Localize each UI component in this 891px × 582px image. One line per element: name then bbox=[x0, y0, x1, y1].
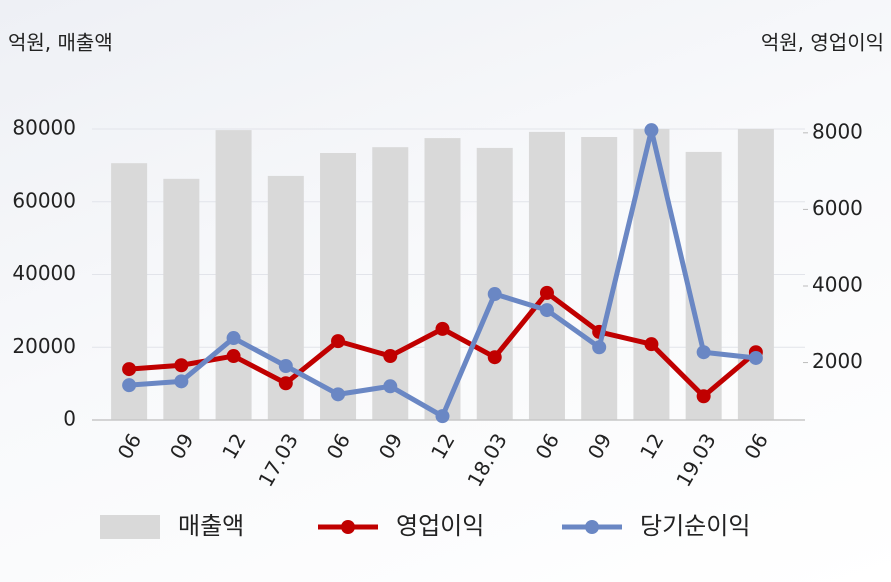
point bbox=[122, 362, 137, 377]
point bbox=[644, 337, 659, 352]
legend-swatch bbox=[100, 515, 160, 539]
y-tick-label: 0 bbox=[63, 407, 76, 431]
bar bbox=[320, 153, 357, 420]
point bbox=[696, 345, 711, 360]
y2-tick-label: 6000 bbox=[812, 196, 863, 220]
point bbox=[174, 374, 189, 389]
point bbox=[226, 331, 241, 346]
y2-tick-label: 4000 bbox=[812, 272, 863, 296]
x-tick-label: 09 bbox=[165, 429, 199, 463]
legend: 매출액 영업이익 당기순이익 bbox=[100, 512, 750, 540]
legend-label: 당기순이익 bbox=[640, 512, 750, 540]
x-tick-label: 12 bbox=[426, 429, 460, 463]
x-tick-label: 06 bbox=[739, 429, 773, 463]
point bbox=[383, 379, 398, 394]
y-axis-title: 억원, 매출액 bbox=[8, 31, 113, 55]
bar bbox=[581, 137, 618, 420]
legend-swatch bbox=[585, 520, 599, 534]
bar bbox=[372, 147, 409, 420]
bar bbox=[424, 138, 461, 420]
point bbox=[592, 340, 607, 355]
x-tick-label: 18.03 bbox=[462, 429, 511, 491]
x-tick-label: 09 bbox=[374, 429, 408, 463]
point bbox=[122, 378, 137, 393]
x-tick-label: 17.03 bbox=[253, 429, 302, 491]
bar bbox=[476, 147, 513, 421]
point bbox=[696, 389, 711, 404]
bar bbox=[685, 151, 722, 420]
x-tick-label: 12 bbox=[217, 429, 251, 463]
x-tick-label: 19.03 bbox=[671, 429, 720, 491]
point bbox=[539, 303, 554, 318]
point bbox=[278, 359, 293, 374]
x-tick-label: 06 bbox=[113, 429, 147, 463]
y-tick-label: 80000 bbox=[12, 116, 76, 140]
bar bbox=[111, 163, 148, 420]
point bbox=[331, 334, 346, 349]
y-tick-label: 40000 bbox=[12, 261, 76, 285]
point bbox=[539, 285, 554, 300]
x-tick-label: 12 bbox=[635, 429, 669, 463]
point bbox=[435, 321, 450, 336]
point bbox=[748, 350, 763, 365]
y2-tick-label: 2000 bbox=[812, 349, 863, 373]
point bbox=[644, 123, 659, 138]
legend-swatch bbox=[341, 520, 355, 534]
bar bbox=[528, 131, 565, 420]
point bbox=[174, 358, 189, 373]
point bbox=[435, 409, 450, 424]
y-tick-label: 20000 bbox=[12, 334, 76, 358]
y-tick-label: 60000 bbox=[12, 188, 76, 212]
point bbox=[331, 387, 346, 402]
x-tick-label: 09 bbox=[583, 429, 617, 463]
x-tick-label: 06 bbox=[322, 429, 356, 463]
point bbox=[278, 376, 293, 391]
point bbox=[487, 287, 502, 302]
bar bbox=[215, 130, 252, 420]
legend-label: 영업이익 bbox=[396, 512, 484, 540]
point bbox=[487, 350, 502, 365]
point bbox=[383, 349, 398, 364]
x-tick-label: 06 bbox=[531, 429, 565, 463]
point bbox=[226, 349, 241, 364]
legend-label: 매출액 bbox=[178, 512, 244, 540]
bar bbox=[737, 129, 774, 420]
y2-tick-label: 8000 bbox=[812, 119, 863, 143]
y2-axis-title: 억원, 영업이익 bbox=[761, 31, 884, 55]
